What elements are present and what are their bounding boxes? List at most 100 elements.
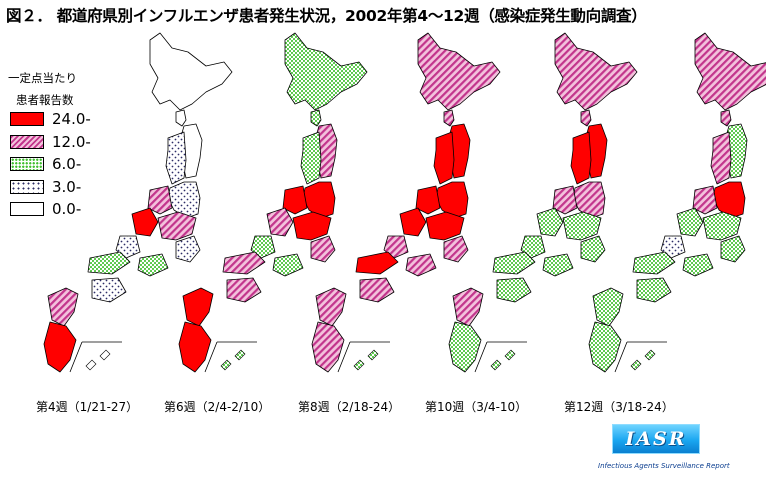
prefecture-region — [383, 235, 409, 259]
okinawa-islands — [353, 349, 379, 371]
prefecture-region — [282, 185, 308, 215]
prefecture-region — [292, 211, 332, 241]
prefecture-region — [222, 251, 266, 275]
prefecture-region — [720, 109, 732, 127]
figure-title: 図２． 都道府県別インフルエンザ患者発生状況，2002年第4～12週（感染症発生… — [6, 7, 647, 25]
prefecture-region — [131, 207, 159, 237]
okinawa-inset-frame — [69, 341, 122, 373]
legend-label: 0.0- — [52, 200, 82, 219]
legend-label: 6.0- — [52, 155, 82, 174]
okinawa-islands — [490, 349, 516, 371]
legend-label: 24.0- — [52, 110, 91, 129]
prefecture-region — [165, 131, 187, 185]
prefecture-region — [632, 251, 676, 275]
okinawa-inset-frame — [204, 341, 257, 373]
prefecture-region — [175, 109, 187, 127]
prefecture-region — [572, 181, 606, 219]
prefecture-region — [284, 32, 368, 111]
prefecture-region — [536, 207, 564, 237]
prefecture-region — [425, 211, 465, 241]
prefecture-region — [710, 131, 732, 185]
prefecture-region — [542, 253, 574, 277]
prefecture-region — [149, 32, 233, 111]
legend-title-line2: 患者報告数 — [16, 93, 74, 107]
prefecture-region — [676, 207, 704, 237]
logo-text: IASR — [625, 428, 687, 450]
map-week-1 — [43, 32, 233, 373]
prefecture-region — [300, 131, 322, 185]
okinawa-inset-frame — [474, 341, 527, 373]
map-week-4 — [448, 32, 638, 373]
prefecture-region — [182, 287, 214, 327]
prefecture-region — [47, 287, 79, 327]
week-label-12: 第12週（3/18-24） — [564, 400, 674, 414]
prefecture-region — [310, 235, 336, 263]
iasr-logo: IASR — [612, 424, 700, 454]
prefecture-region — [137, 253, 169, 277]
map-week-2 — [178, 32, 368, 373]
legend-item-12: 12.0- — [8, 131, 91, 154]
prefecture-region — [310, 109, 322, 127]
legend-item-24: 24.0- — [8, 108, 91, 131]
prefecture-region — [272, 253, 304, 277]
prefecture-region — [588, 321, 622, 373]
legend-label: 12.0- — [52, 132, 91, 151]
prefecture-region — [417, 32, 501, 111]
prefecture-region — [87, 251, 131, 275]
okinawa-inset-frame — [337, 341, 390, 373]
prefecture-region — [43, 321, 77, 373]
prefecture-region — [682, 253, 714, 277]
legend-title-line1: 一定点当たり — [8, 71, 77, 85]
okinawa-islands — [630, 349, 656, 371]
week-label-10: 第10週（3/4-10） — [425, 400, 528, 414]
legend-label: 3.0- — [52, 177, 82, 196]
prefecture-region — [712, 181, 746, 219]
prefecture-region — [175, 235, 201, 263]
prefecture-region — [226, 277, 262, 303]
prefecture-region — [167, 181, 201, 219]
prefecture-region — [592, 287, 624, 327]
legend-swatch-blank — [10, 202, 44, 217]
prefecture-region — [178, 321, 212, 373]
week-label-8: 第8週（2/18-24） — [298, 400, 401, 414]
week-label-4: 第4週（1/21-27） — [36, 400, 139, 414]
legend-item-0: 0.0- — [8, 198, 91, 221]
prefecture-region — [91, 277, 127, 303]
legend-swatch-solid-red — [10, 112, 44, 127]
prefecture-region — [250, 235, 276, 259]
prefecture-region — [660, 235, 686, 259]
week-label-6: 第6週（2/4-2/10） — [164, 400, 271, 414]
prefecture-region — [702, 211, 742, 241]
prefecture-region — [302, 181, 336, 219]
prefecture-region — [692, 185, 718, 215]
legend-swatch-hatch — [10, 134, 44, 149]
prefecture-region — [115, 235, 141, 259]
prefecture-region — [405, 253, 437, 277]
prefecture-region — [443, 109, 455, 127]
prefecture-region — [552, 185, 578, 215]
legend-swatch-green-dots — [10, 157, 44, 172]
prefecture-region — [433, 131, 455, 185]
prefecture-region — [359, 277, 395, 303]
prefecture-region — [311, 321, 345, 373]
prefecture-region — [435, 181, 469, 219]
map-week-3 — [311, 32, 501, 373]
prefecture-region — [580, 235, 606, 263]
prefecture-region — [147, 185, 173, 215]
legend-swatch-sparse-dots — [10, 179, 44, 194]
logo-subtitle: Infectious Agents Surveillance Report — [598, 462, 730, 470]
prefecture-region — [443, 235, 469, 263]
okinawa-inset-frame — [614, 341, 667, 373]
okinawa-islands — [220, 349, 246, 371]
legend: 一定点当たり 患者報告数 24.0- 12.0- 6.0- 3.0- 0.0- — [8, 70, 91, 221]
prefecture-region — [520, 235, 546, 259]
prefecture-region — [562, 211, 602, 241]
prefecture-region — [448, 321, 482, 373]
prefecture-region — [266, 207, 294, 237]
map-week-5 — [588, 32, 766, 373]
legend-item-3: 3.0- — [8, 176, 91, 199]
prefecture-region — [399, 207, 427, 237]
prefecture-region — [315, 287, 347, 327]
prefecture-region — [694, 32, 766, 111]
